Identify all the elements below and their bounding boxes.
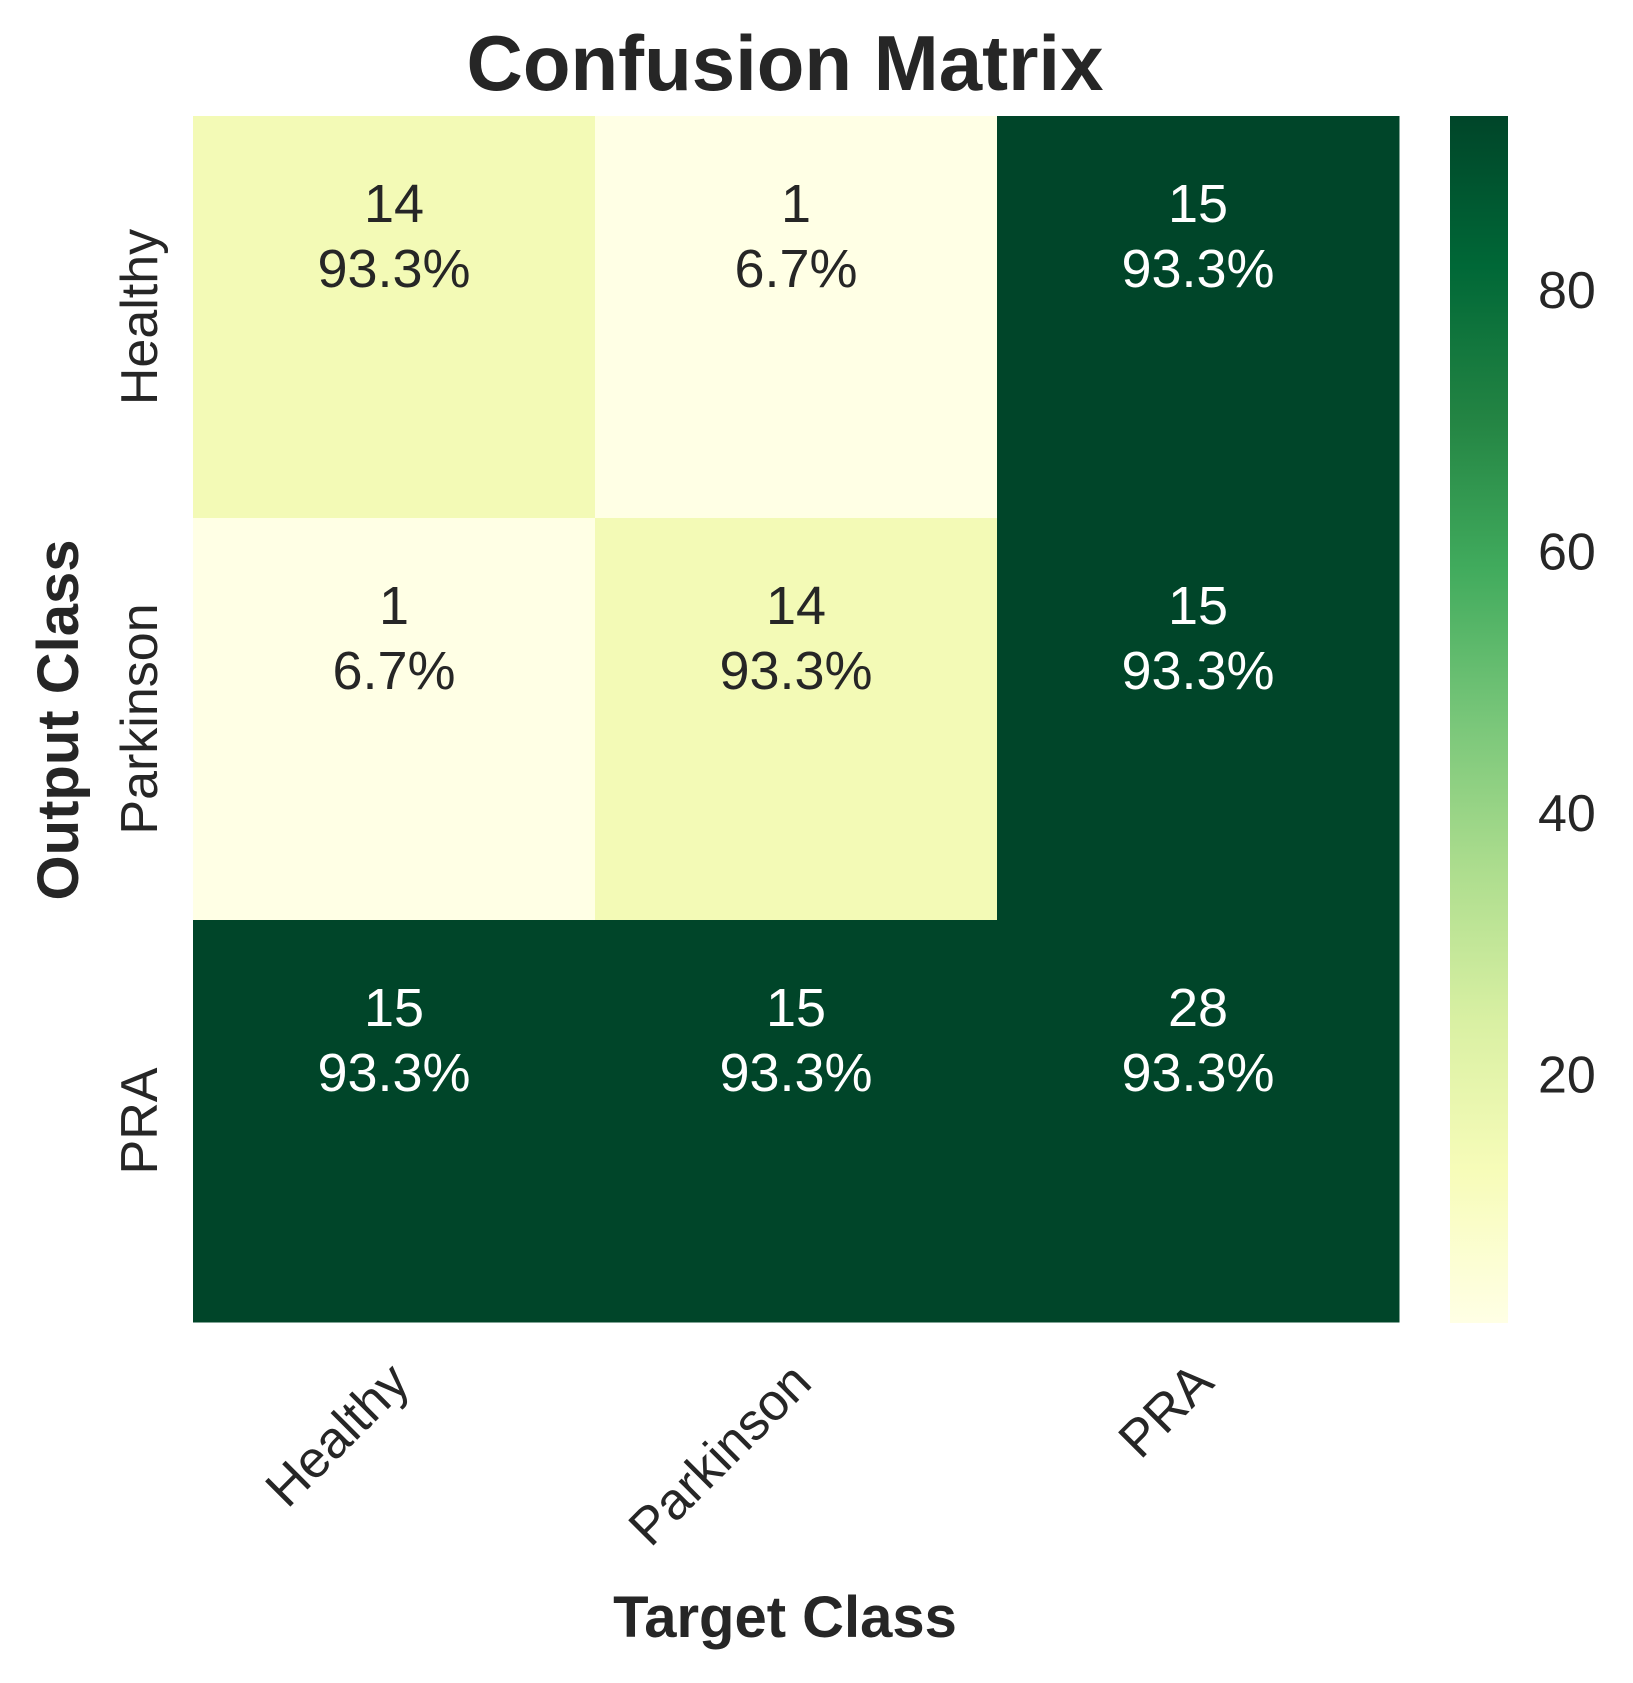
y-tick-label: Parkinson bbox=[111, 603, 169, 834]
heatmap-cell bbox=[595, 116, 998, 519]
heatmap-cell bbox=[997, 116, 1400, 519]
cell-percent-label: 93.3% bbox=[1121, 1043, 1274, 1103]
x-axis-title: Target Class bbox=[613, 1585, 957, 1650]
colorbar-tick-label: 80 bbox=[1538, 262, 1596, 320]
colorbar-tick-label: 20 bbox=[1538, 1047, 1596, 1105]
y-axis-title: Output Class bbox=[26, 540, 91, 901]
cell-count-label: 15 bbox=[364, 978, 424, 1038]
heatmap-cell bbox=[997, 518, 1400, 921]
y-tick-labels: Healthy Parkinson PRA bbox=[111, 229, 169, 1175]
x-tick-label: Healthy bbox=[255, 1352, 421, 1518]
heatmap-cell bbox=[595, 518, 998, 921]
cell-percent-label: 93.3% bbox=[1121, 239, 1274, 299]
heatmap-cell bbox=[595, 920, 998, 1323]
heatmap-cell bbox=[193, 920, 596, 1323]
cell-percent-label: 93.3% bbox=[317, 1043, 470, 1103]
cell-count-label: 15 bbox=[766, 978, 826, 1038]
x-tick-label: Parkinson bbox=[618, 1352, 823, 1557]
cell-count-label: 14 bbox=[364, 174, 424, 234]
cell-count-label: 15 bbox=[1168, 576, 1228, 636]
chart-title: Confusion Matrix bbox=[467, 19, 1104, 107]
colorbar-tick-labels: 20 40 60 80 bbox=[1538, 262, 1596, 1105]
cell-percent-label: 93.3% bbox=[719, 641, 872, 701]
x-tick-label: PRA bbox=[1108, 1352, 1225, 1469]
y-tick-label: PRA bbox=[111, 1067, 169, 1174]
cell-count-label: 15 bbox=[1168, 174, 1228, 234]
cell-percent-label: 93.3% bbox=[1121, 641, 1274, 701]
cell-percent-label: 6.7% bbox=[734, 239, 857, 299]
cell-labels: 1493.3%16.7%1593.3%16.7%1493.3%1593.3%15… bbox=[317, 174, 1274, 1103]
cell-percent-label: 93.3% bbox=[317, 239, 470, 299]
cell-count-label: 28 bbox=[1168, 978, 1228, 1038]
heatmap-cell bbox=[997, 920, 1400, 1323]
cell-count-label: 1 bbox=[379, 576, 409, 636]
cell-count-label: 14 bbox=[766, 576, 826, 636]
colorbar bbox=[1450, 116, 1508, 1323]
y-tick-label: Healthy bbox=[111, 229, 169, 405]
x-tick-labels: Healthy Parkinson PRA bbox=[255, 1352, 1225, 1557]
colorbar-tick-label: 40 bbox=[1538, 785, 1596, 843]
cell-count-label: 1 bbox=[781, 174, 811, 234]
colorbar-tick-label: 60 bbox=[1538, 523, 1596, 581]
heatmap-grid bbox=[193, 116, 1400, 1323]
cell-percent-label: 93.3% bbox=[719, 1043, 872, 1103]
heatmap-cell bbox=[193, 116, 596, 519]
heatmap-cell bbox=[193, 518, 596, 921]
cell-percent-label: 6.7% bbox=[332, 641, 455, 701]
